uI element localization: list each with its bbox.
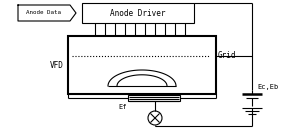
Text: Ec,Eb: Ec,Eb xyxy=(257,84,278,90)
Text: Anode Driver: Anode Driver xyxy=(110,9,166,18)
Bar xyxy=(128,95,180,101)
Text: Grid: Grid xyxy=(218,51,236,60)
Text: VFD: VFD xyxy=(50,60,64,70)
Text: Ef: Ef xyxy=(118,104,127,110)
Text: Anode Data: Anode Data xyxy=(26,11,61,16)
Bar xyxy=(68,36,216,94)
Bar xyxy=(82,3,194,23)
